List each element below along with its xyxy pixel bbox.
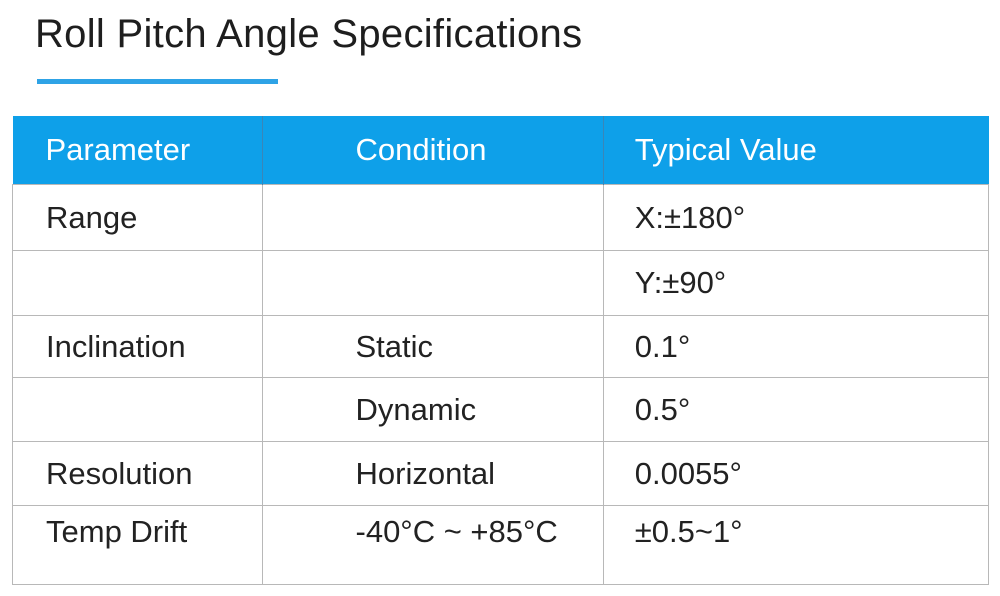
table-header-row: Parameter Condition Typical Value <box>12 116 989 185</box>
cell-parameter: Range <box>12 184 263 251</box>
cell-condition <box>261 250 604 316</box>
cell-parameter: Temp Drift <box>12 505 263 585</box>
cell-condition: Static <box>261 315 604 378</box>
cell-parameter <box>12 250 263 316</box>
cell-condition: -40°C ~ +85°C <box>261 505 604 585</box>
table-row: Range X:±180° <box>12 184 990 251</box>
spec-table: Parameter Condition Typical Value Range X… <box>12 116 990 585</box>
header-typical-value: Typical Value <box>603 116 989 185</box>
table-row: Y:±90° <box>12 250 990 316</box>
cell-parameter <box>12 377 263 442</box>
cell-typical-value: Y:±90° <box>602 250 990 316</box>
cell-parameter: Resolution <box>12 441 263 506</box>
table-row: Resolution Horizontal 0.0055° <box>12 441 990 506</box>
table-row: Temp Drift -40°C ~ +85°C ±0.5~1° <box>12 505 990 585</box>
cell-typical-value: 0.0055° <box>602 441 990 506</box>
cell-typical-value: X:±180° <box>602 184 990 251</box>
cell-typical-value: 0.1° <box>602 315 990 378</box>
title-underline <box>37 79 278 84</box>
page-title: Roll Pitch Angle Specifications <box>35 12 583 56</box>
table-row: Inclination Static 0.1° <box>12 315 990 378</box>
table-row: Dynamic 0.5° <box>12 377 990 442</box>
header-condition: Condition <box>262 116 604 185</box>
cell-condition: Horizontal <box>261 441 604 506</box>
header-parameter: Parameter <box>12 116 263 185</box>
cell-condition: Dynamic <box>261 377 604 442</box>
cell-parameter: Inclination <box>12 315 263 378</box>
cell-condition <box>261 184 604 251</box>
cell-typical-value: 0.5° <box>602 377 990 442</box>
cell-typical-value: ±0.5~1° <box>602 505 990 585</box>
